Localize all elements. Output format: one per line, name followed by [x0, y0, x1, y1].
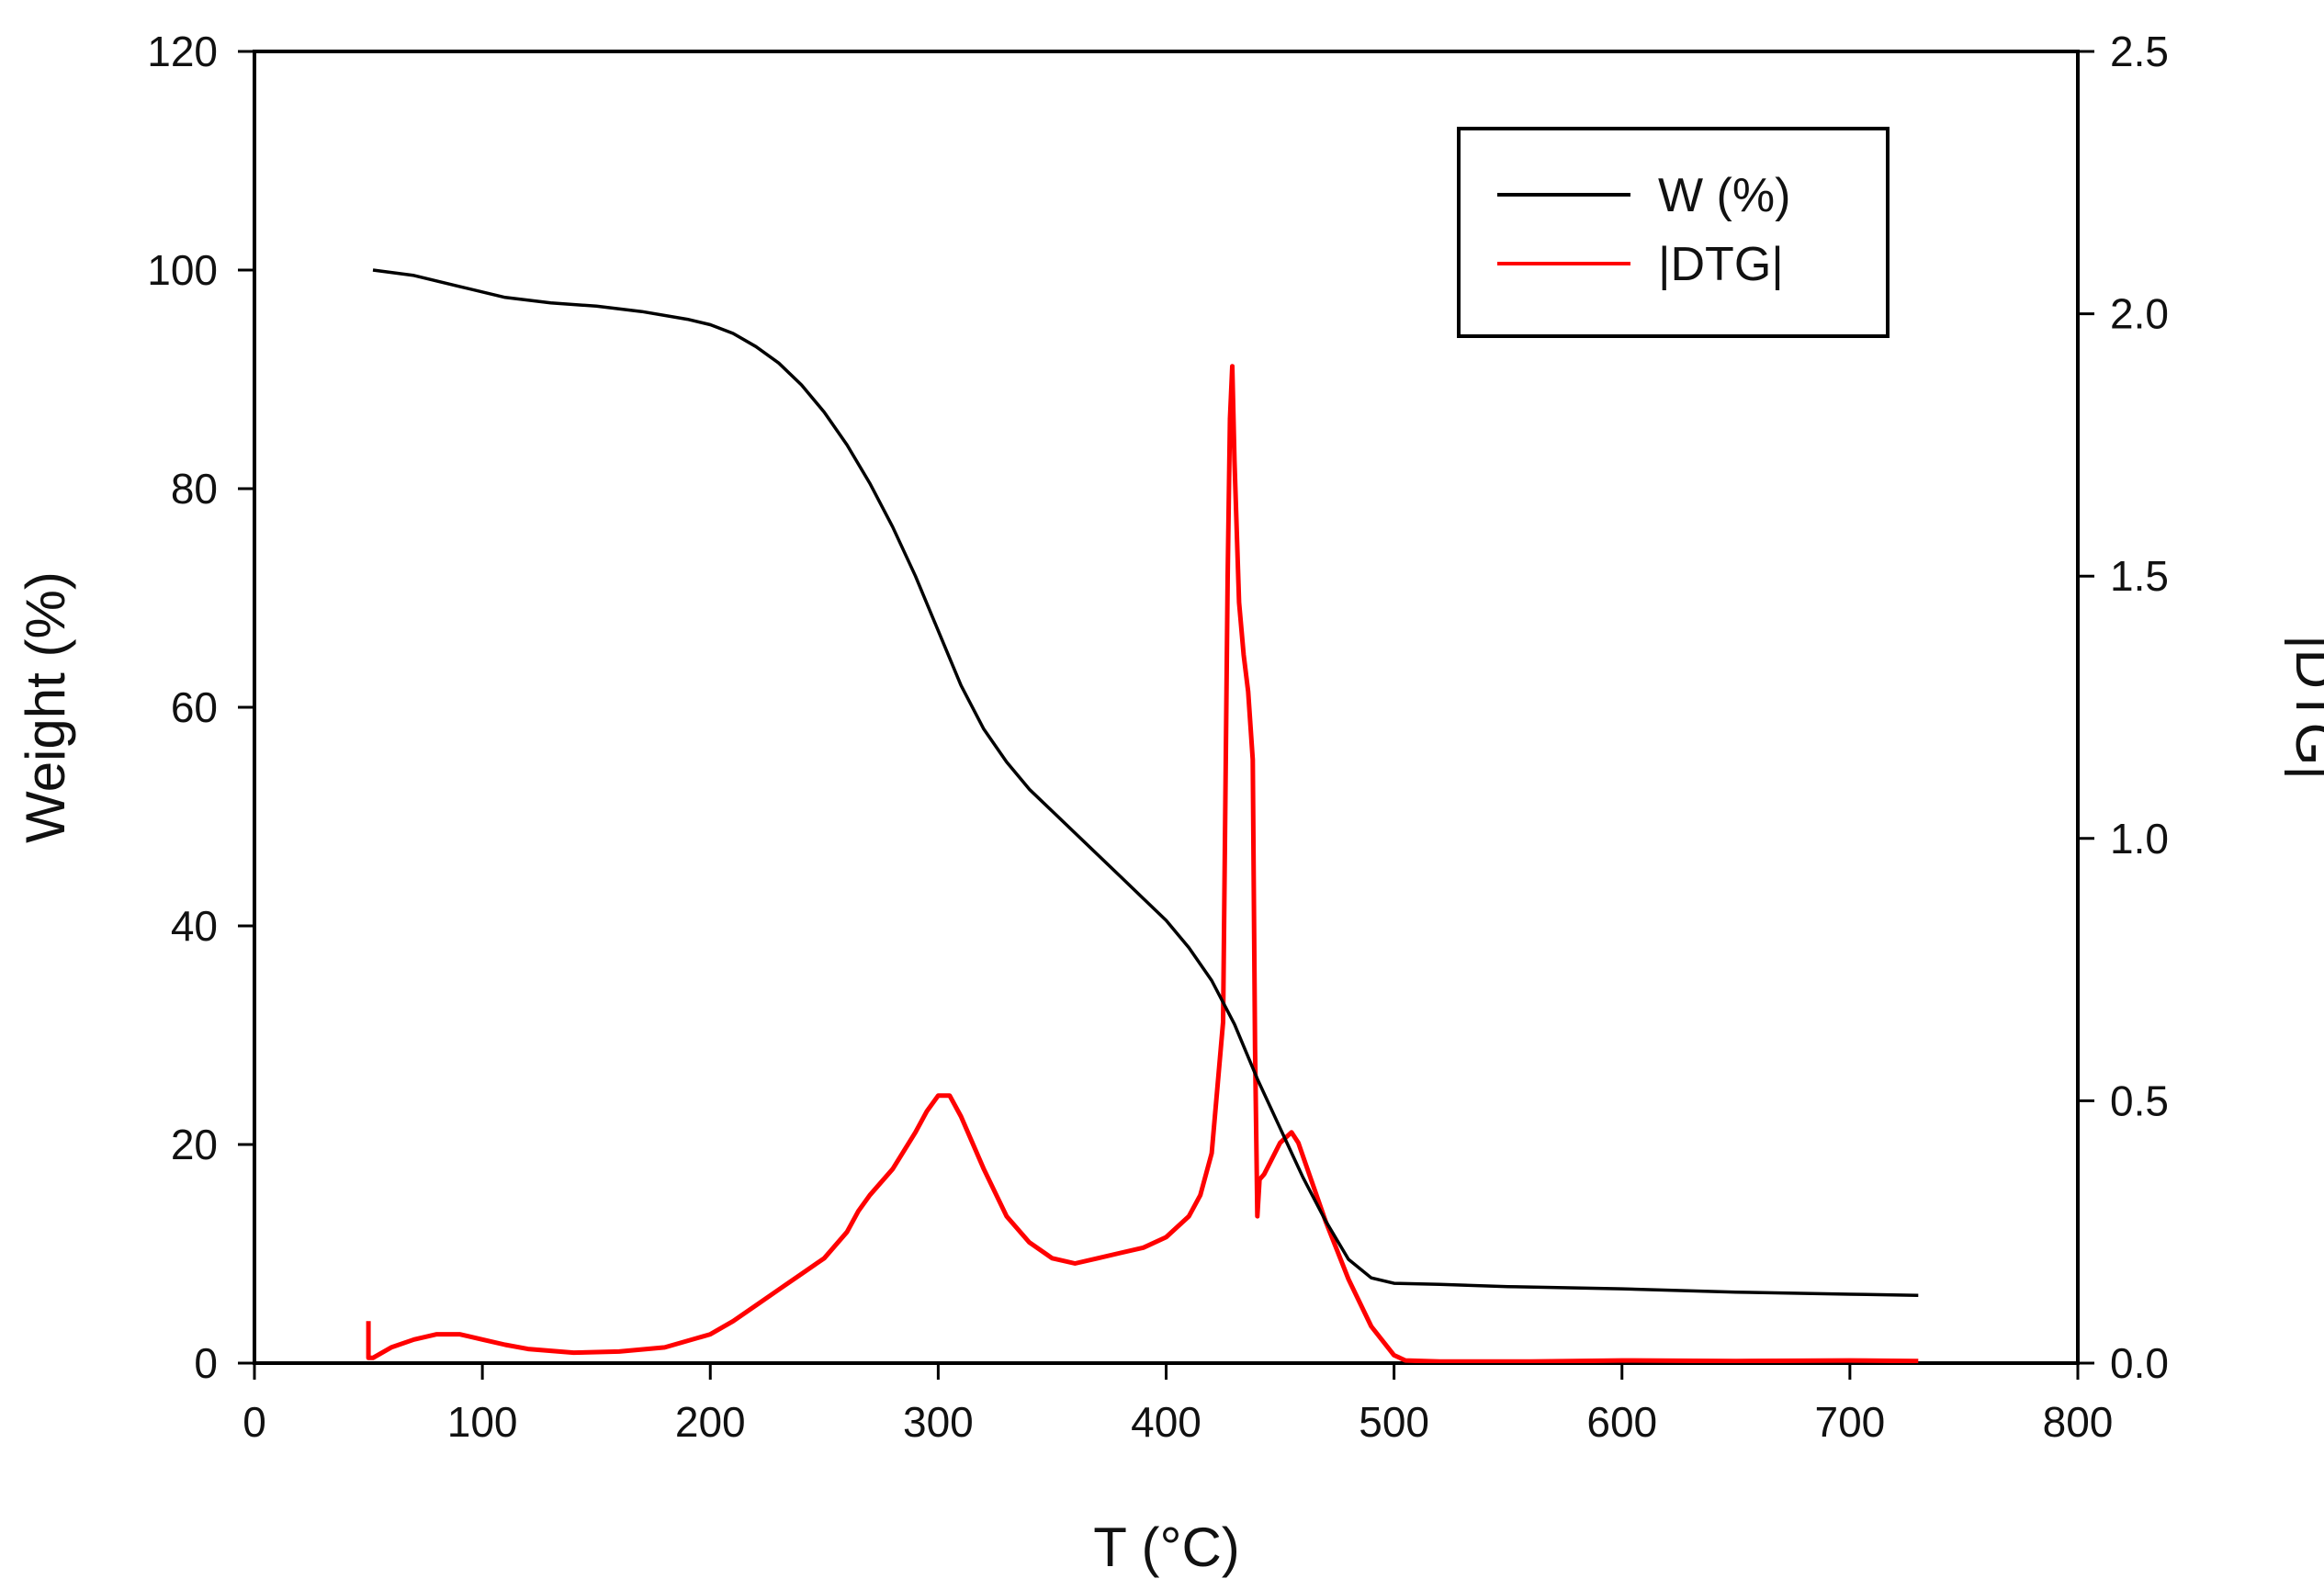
y-tick-label: 0	[194, 1339, 218, 1387]
legend-dtg-label: |DTG|	[1658, 238, 1784, 291]
y-tick-label: 20	[171, 1121, 218, 1168]
y2-tick-label: 2.0	[2110, 290, 2169, 338]
series-layer	[366, 268, 1919, 1363]
x-tick-label: 500	[1359, 1398, 1429, 1446]
x-tick-label: 200	[675, 1398, 746, 1446]
y-tick-label: 40	[171, 902, 218, 950]
weight-series-line	[372, 268, 1919, 1297]
legend: W (%) |DTG|	[1457, 127, 1890, 338]
x-tick-label: 100	[447, 1398, 518, 1446]
y2-tick-label: 0.0	[2110, 1339, 2169, 1387]
y-tick-label: 100	[147, 246, 218, 294]
axes-layer: 0 100 200 300 400 500 600 700 800 0 20 40 60 80 100 120…	[147, 28, 2169, 1446]
legend-weight-label: W (%)	[1658, 169, 1790, 222]
y2-tick-label: 1.0	[2110, 815, 2169, 863]
x-tick-label: 600	[1586, 1398, 1657, 1446]
y2-axis-title: |DTG|	[2285, 635, 2324, 780]
x-tick-label: 800	[2043, 1398, 2114, 1446]
x-tick-label: 300	[903, 1398, 974, 1446]
y-axis-title: Weight (%)	[15, 571, 76, 843]
y2-tick-label: 2.5	[2110, 28, 2169, 75]
x-tick-label: 400	[1131, 1398, 1201, 1446]
y2-tick-label: 1.5	[2110, 552, 2169, 600]
dtg-series-line	[366, 364, 1919, 1363]
x-tick-label: 0	[243, 1398, 266, 1446]
y-tick-label: 60	[171, 683, 218, 731]
y-tick-label: 80	[171, 465, 218, 513]
y-tick-label: 120	[147, 28, 218, 75]
y2-tick-label: 0.5	[2110, 1077, 2169, 1124]
x-axis-title: T (°C)	[1093, 1517, 1240, 1578]
legend-box	[1457, 127, 1890, 338]
x-tick-label: 700	[1815, 1398, 1886, 1446]
